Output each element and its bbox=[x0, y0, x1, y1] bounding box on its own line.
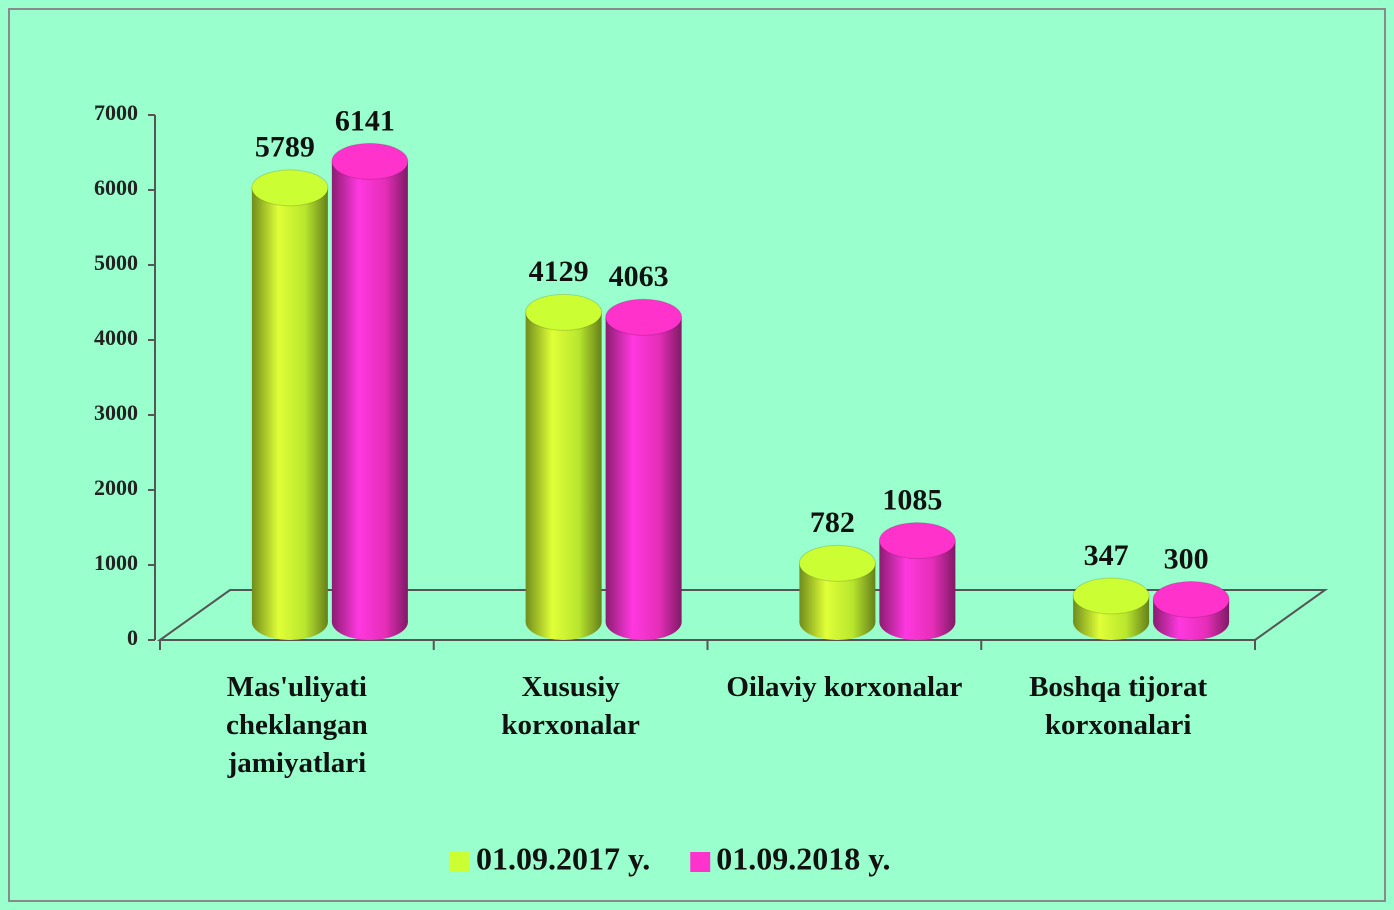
legend-swatch bbox=[690, 852, 711, 872]
bar-top bbox=[798, 544, 876, 582]
bar-body bbox=[251, 187, 328, 622]
data-label: 5789 bbox=[255, 131, 315, 164]
bar bbox=[525, 293, 603, 640]
data-label: 347 bbox=[1084, 539, 1129, 572]
y-tick-label: 4000 bbox=[94, 325, 138, 350]
bar-body bbox=[525, 312, 602, 622]
bar bbox=[251, 169, 329, 640]
bar-top bbox=[605, 298, 683, 336]
data-label: 4129 bbox=[529, 255, 589, 288]
bar-top bbox=[1152, 581, 1230, 618]
bar-top bbox=[878, 522, 956, 560]
bar bbox=[878, 522, 956, 640]
data-label: 6141 bbox=[335, 104, 395, 137]
legend-label: 01.09.2018 y. bbox=[716, 840, 890, 876]
floor bbox=[156, 589, 1329, 641]
y-tick-label: 6000 bbox=[94, 175, 138, 200]
data-label: 1085 bbox=[882, 484, 942, 517]
data-label: 300 bbox=[1164, 542, 1209, 575]
y-tick-label: 1000 bbox=[94, 550, 138, 575]
y-tick-label: 3000 bbox=[94, 400, 138, 425]
x-tick-label: Xususiy korxonalar bbox=[501, 671, 640, 741]
bar bbox=[331, 142, 409, 640]
bar-top bbox=[331, 142, 409, 180]
y-tick-label: 5000 bbox=[94, 250, 138, 275]
bar-body bbox=[331, 161, 408, 623]
legend-label: 01.09.2017 y. bbox=[476, 840, 650, 876]
data-label: 4063 bbox=[609, 260, 669, 293]
bar-top bbox=[251, 169, 329, 207]
data-label: 782 bbox=[810, 506, 855, 539]
bar bbox=[605, 298, 683, 640]
x-tick-label: Boshqa tijorat korxonalari bbox=[1029, 671, 1208, 741]
x-tick-label: Mas'uliyati cheklangan jamiyatlari bbox=[225, 671, 368, 779]
legend-swatch bbox=[450, 852, 470, 872]
y-tick-label: 0 bbox=[127, 625, 138, 650]
bar-top bbox=[525, 293, 603, 331]
bar-top bbox=[1072, 577, 1150, 615]
chart-frame bbox=[8, 8, 1386, 902]
bar bbox=[798, 544, 876, 640]
bar-body bbox=[605, 317, 682, 622]
bar bbox=[1152, 581, 1230, 640]
y-tick-label: 7000 bbox=[94, 100, 138, 125]
y-tick-label: 2000 bbox=[94, 475, 138, 500]
bar bbox=[1072, 577, 1150, 640]
x-tick-label: Oilaviy korxonalar bbox=[726, 671, 963, 703]
